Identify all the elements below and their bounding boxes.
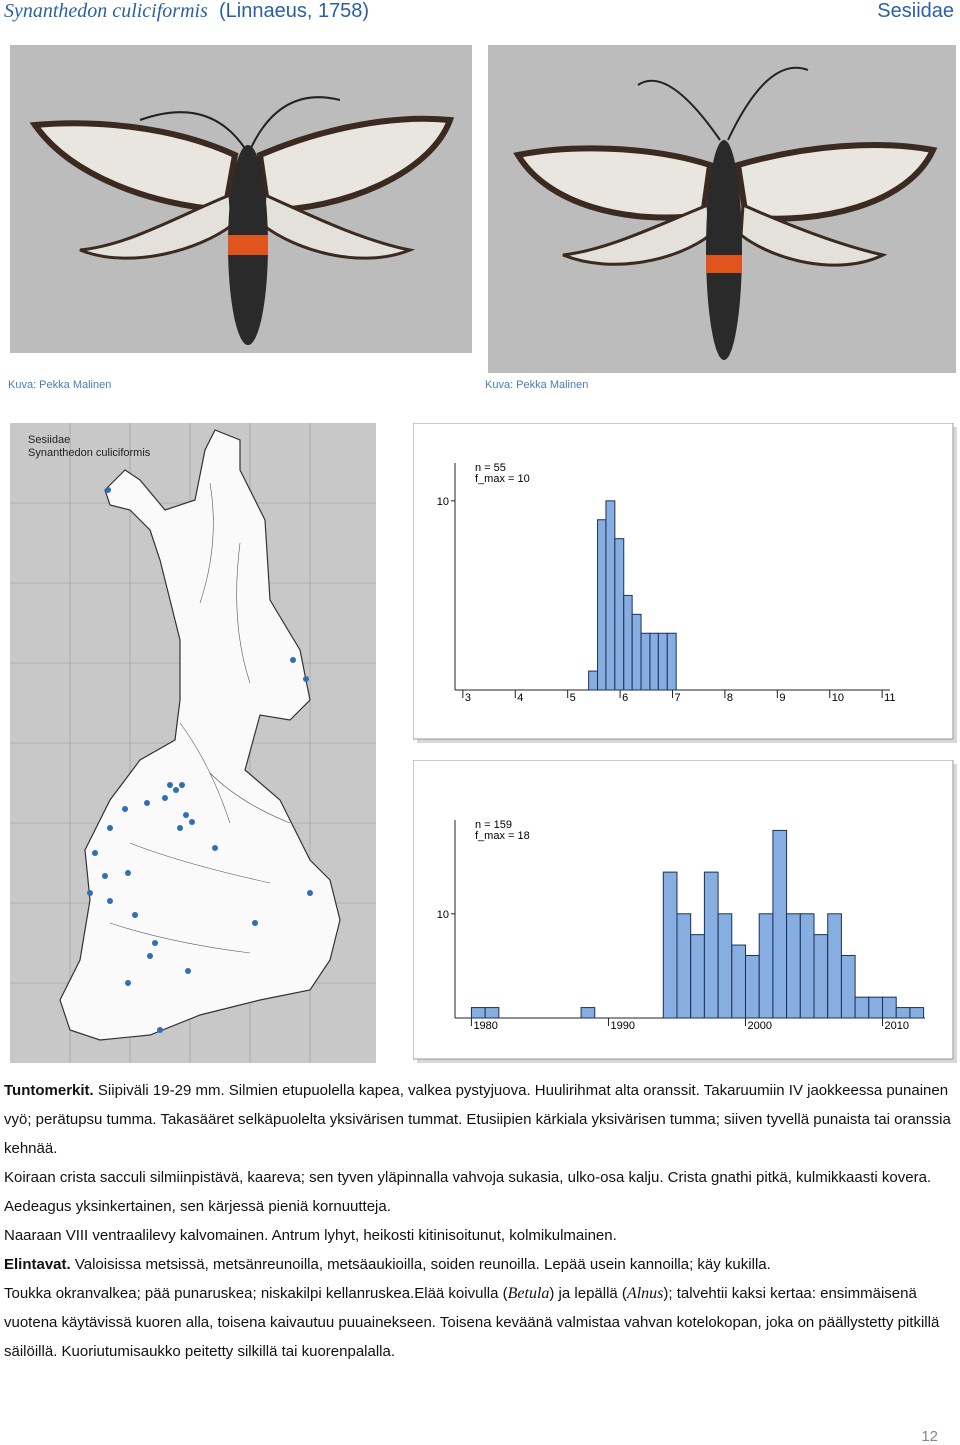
x-tick-label: 1990 <box>610 1020 634 1032</box>
y-tick-label: 10 <box>437 909 449 921</box>
bar <box>717 913 733 1019</box>
text: Naaraan VIII ventraalilevy kalvomainen. … <box>4 1227 617 1244</box>
photo-caption: Kuva: Pekka Malinen <box>485 379 589 391</box>
bar <box>640 632 651 691</box>
fmax-label: f_max = 10 <box>475 473 530 485</box>
chart: n = 55f_max = 10 10 3 4 5 6 7 8 9 10 11 <box>413 423 957 743</box>
x-tick-label: 5 <box>570 692 576 704</box>
bar <box>580 1007 596 1019</box>
paragraph: Tuntomerkit. Siipiväli 19-29 mm. Silmien… <box>4 1076 956 1163</box>
paragraph: Naaraan VIII ventraalilevy kalvomainen. … <box>4 1221 956 1250</box>
paragraph: Elintavat. Valoisissa metsissä, metsänre… <box>4 1250 956 1279</box>
bar <box>744 954 760 1019</box>
author: (Linnaeus, 1758) <box>218 0 370 22</box>
photo <box>10 45 472 353</box>
panel <box>413 423 954 740</box>
bar <box>799 913 815 1019</box>
text: Koiraan crista sacculi silmiinpistävä, k… <box>4 1169 932 1215</box>
n-label: n = 55 <box>475 462 506 474</box>
bar <box>840 954 856 1019</box>
text: Valoisissa metsissä, metsänreunoilla, me… <box>70 1256 771 1273</box>
bar <box>631 613 642 691</box>
bar <box>666 632 677 691</box>
x-tick-label: 11 <box>884 692 895 704</box>
x-tick-label: 6 <box>622 692 628 704</box>
x-tick-label: 2000 <box>747 1020 771 1032</box>
x-tick-label: 3 <box>465 692 471 704</box>
bar <box>662 871 678 1019</box>
x-tick-label: 9 <box>779 692 785 704</box>
paragraph: Koiraan crista sacculi silmiinpistävä, k… <box>4 1163 956 1221</box>
text: Toukka okranvalkea; pää punaruskea; nisk… <box>4 1285 508 1302</box>
bar <box>909 1007 925 1019</box>
text: ); talvehtii kaksi kertaa: ensimmäisenä … <box>4 1285 940 1360</box>
text: Siipiväli 19-29 mm. Silmien etupuolella … <box>4 1082 951 1157</box>
bar <box>882 996 897 1019</box>
bar <box>854 996 870 1019</box>
photo-caption: Kuva: Pekka Malinen <box>8 379 112 391</box>
text: ) ja lepällä ( <box>549 1285 627 1302</box>
bar <box>470 1007 486 1019</box>
x-tick-label: 4 <box>517 692 523 704</box>
bar <box>649 632 659 691</box>
x-tick-label: 10 <box>832 692 844 704</box>
x-tick-label: 2010 <box>885 1020 909 1032</box>
paragraph: Toukka okranvalkea; pää punaruskea; nisk… <box>4 1279 956 1366</box>
bar <box>614 538 625 691</box>
y-tick-label: 10 <box>437 496 449 508</box>
bar <box>895 1007 911 1019</box>
body-text: Tuntomerkit. Siipiväli 19-29 mm. Silmien… <box>4 1076 956 1366</box>
bar <box>868 996 884 1019</box>
bar <box>657 632 668 691</box>
map-family: Sesiidae <box>28 434 70 446</box>
bar <box>758 913 774 1019</box>
bar <box>772 829 788 1019</box>
x-tick-label: 7 <box>675 692 681 704</box>
taxon: Alnus <box>626 1285 664 1302</box>
bar <box>813 934 829 1019</box>
bar <box>827 913 842 1019</box>
bar <box>623 594 633 691</box>
heading: Elintavat. <box>4 1256 71 1273</box>
bar <box>597 519 607 691</box>
species: Synanthedon culiciformis <box>4 0 208 22</box>
bar <box>690 934 705 1019</box>
bar <box>605 500 616 691</box>
bar <box>484 1007 500 1019</box>
header-title: Synanthedon culiciformis (Linnaeus, 1758… <box>4 0 369 23</box>
bar <box>676 913 692 1019</box>
n-label: n = 159 <box>475 819 512 831</box>
heading: Tuntomerkit. <box>4 1082 94 1099</box>
bar <box>703 871 719 1019</box>
bar <box>588 670 599 691</box>
fmax-label: f_max = 18 <box>475 830 530 842</box>
family: Sesiidae <box>877 0 954 22</box>
bar <box>731 944 746 1019</box>
page-number: 12 <box>921 1428 938 1445</box>
x-tick-label: 1980 <box>473 1020 497 1032</box>
bar <box>786 913 801 1019</box>
x-tick-label: 8 <box>727 692 733 704</box>
photo <box>488 45 956 373</box>
distribution-map: Sesiidae Synanthedon culiciformis <box>10 423 376 1063</box>
map-records <box>87 487 313 1033</box>
taxon: Betula <box>507 1285 550 1302</box>
map-species: Synanthedon culiciformis <box>28 447 151 459</box>
